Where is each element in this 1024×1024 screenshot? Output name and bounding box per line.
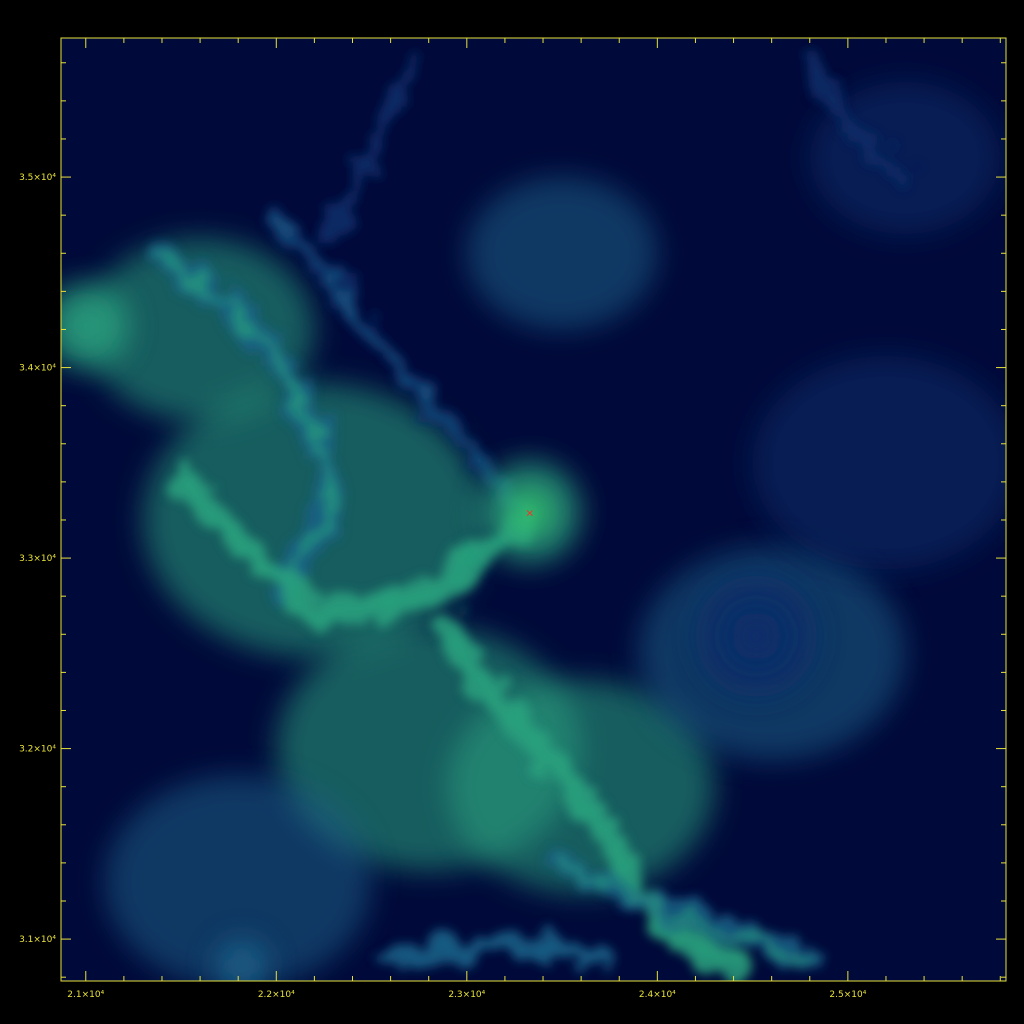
gas-filament-core [157,249,338,601]
x-tick-label: 2.5×10⁴ [829,990,866,1000]
density-peak [509,491,551,533]
y-tick-label: 3.4×10⁴ [19,364,56,374]
plot-frame [60,37,1007,982]
density-peak [732,611,781,661]
gas-filament-core [443,629,738,973]
x-tick-label: 2.1×10⁴ [67,990,104,1000]
gas-filament-core [558,859,814,962]
y-tick-label: 3.1×10⁴ [19,935,56,945]
haze-region [104,775,372,981]
x-tick-label: 2.4×10⁴ [639,990,676,1000]
density-peak [230,954,254,978]
y-tick-label: 3.2×10⁴ [19,745,56,755]
gas-filament-core [176,477,529,620]
gas-filament-core [806,59,908,180]
center-marker: × [525,506,534,519]
haze-region [85,238,315,421]
gas-filament-core [387,939,604,962]
y-tick-label: 3.3×10⁴ [19,554,56,564]
x-tick-label: 2.2×10⁴ [258,990,295,1000]
x-tick-label: 2.3×10⁴ [448,990,485,1000]
haze-region [466,177,658,330]
density-peak [68,308,104,344]
haze-region [752,356,1006,570]
gas-filament-core [330,59,413,237]
gas-filament-core [272,211,528,516]
y-tick-label: 3.5×10⁴ [19,173,56,183]
